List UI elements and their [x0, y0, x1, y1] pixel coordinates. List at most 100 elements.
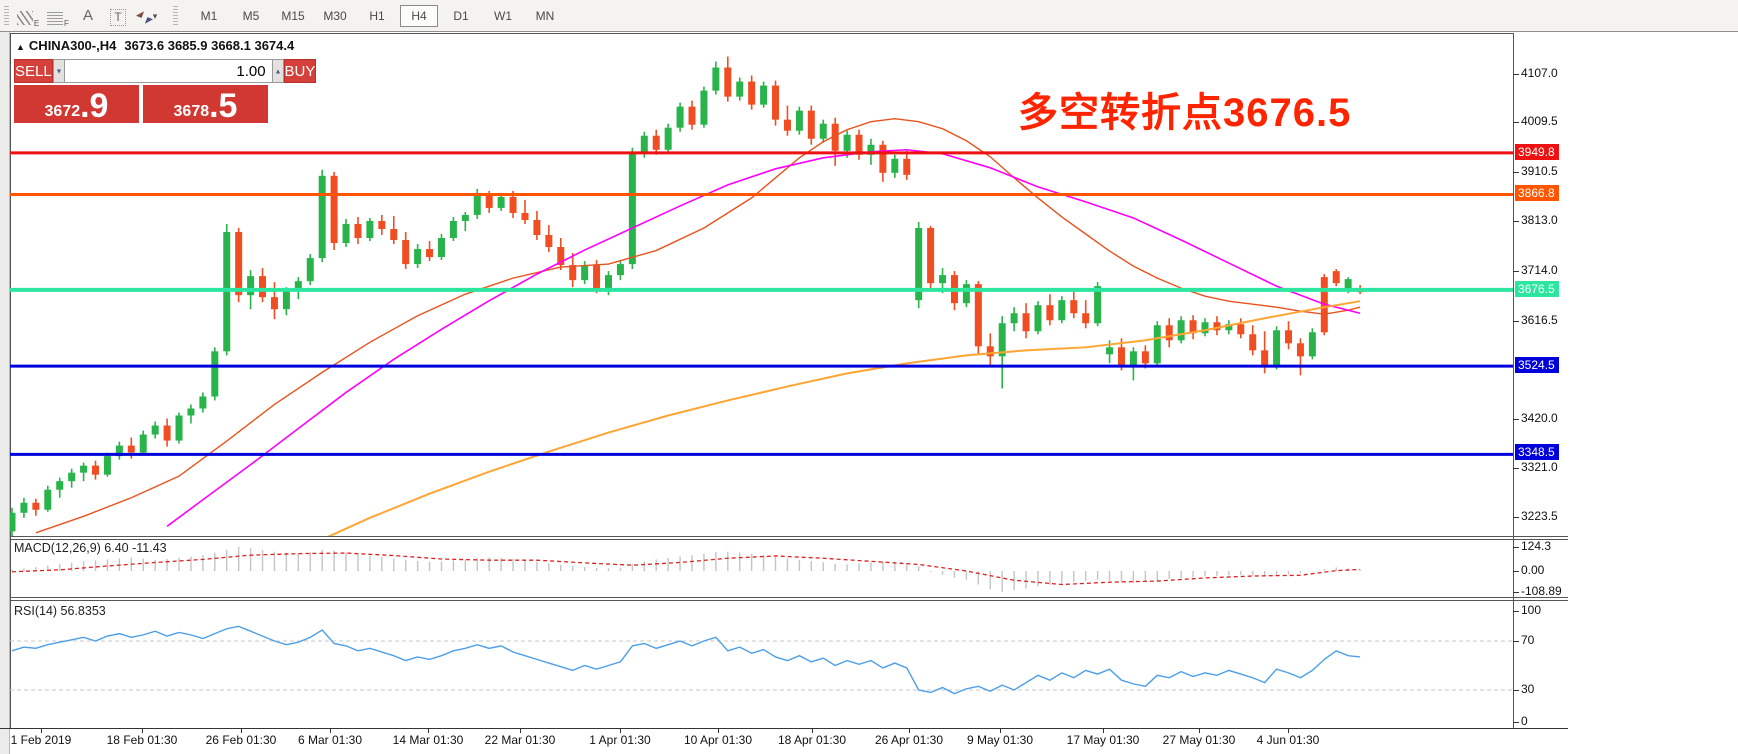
timeframe-button-m30[interactable]: M30: [323, 8, 347, 23]
toolbar-grip[interactable]: [4, 5, 9, 26]
candle-body: [1273, 330, 1281, 367]
price-axis-tick: 4009.5: [1521, 114, 1558, 128]
candle-body: [270, 297, 278, 310]
rsi-axis-tickmark: [1513, 722, 1519, 723]
candle-body: [282, 291, 290, 310]
panel-separator[interactable]: [10, 600, 1568, 601]
timeframe-button-m15[interactable]: M15: [281, 8, 305, 23]
candle-body: [939, 275, 947, 284]
buy-price-display[interactable]: 3678 .5: [143, 85, 268, 123]
candle-body: [497, 196, 505, 208]
candle-body: [581, 265, 589, 281]
price-axis-tickmark: [1513, 172, 1519, 173]
candle-body: [1165, 325, 1173, 341]
candle-body: [1201, 322, 1209, 334]
candle-body: [807, 110, 815, 139]
price-axis-tickmark: [1513, 122, 1519, 123]
panel-separator[interactable]: [10, 539, 1568, 540]
candle-body: [199, 396, 207, 409]
timeframe-button-d1[interactable]: D1: [453, 8, 469, 23]
chart-symbol-header: ▲ CHINA300-,H4 3673.6 3685.9 3668.1 3674.4: [16, 38, 294, 53]
buy-button[interactable]: BUY: [283, 59, 317, 83]
candle-body: [247, 276, 255, 296]
volume-increase-button[interactable]: ▲: [271, 59, 284, 83]
one-click-trade-panel: SELL ▼ ▲ BUY 3672 .9 3678 .5: [14, 59, 317, 123]
candle-body: [652, 135, 660, 150]
fibonacci-tool-icon[interactable]: F: [45, 4, 71, 28]
time-axis-label: 27 May 01:30: [1162, 733, 1236, 747]
rsi-axis-tickmark: [1513, 690, 1519, 691]
candle-body: [20, 502, 28, 513]
timeframe-button-m1[interactable]: M1: [200, 8, 218, 23]
time-axis-label: 14 Mar 01:30: [392, 733, 464, 747]
sell-button[interactable]: SELL: [14, 59, 53, 83]
volume-input[interactable]: [64, 59, 272, 83]
candle-body: [175, 415, 183, 441]
candle-body: [1034, 305, 1042, 332]
rsi-axis-tickmark: [1513, 641, 1519, 642]
text-box-tool-icon[interactable]: T: [105, 4, 131, 28]
price-axis-tick: 3813.0: [1521, 213, 1558, 227]
price-axis-tick: 3910.5: [1521, 164, 1558, 178]
candle-body: [342, 223, 350, 244]
toolbar-grip[interactable]: [173, 5, 178, 26]
top-toolbar: E F A T ▾ M1 M5 M15 M30 H1 H4 D1 W1 MN: [0, 0, 1738, 32]
candle-body: [1070, 300, 1078, 314]
panel-separator[interactable]: [10, 536, 1568, 537]
candle-body: [1296, 343, 1304, 357]
candle-body: [605, 275, 612, 289]
rsi-axis-tick: 70: [1521, 633, 1535, 647]
candle-body: [843, 134, 851, 151]
collapse-trade-panel-icon[interactable]: ▲: [16, 42, 25, 52]
text-label-tool-icon[interactable]: A: [82, 6, 93, 24]
arrows-tool-icon[interactable]: ▾: [135, 4, 161, 28]
ma-slow-line: [327, 300, 1361, 536]
price-axis-tickmark: [1513, 271, 1519, 272]
candle-body: [521, 212, 529, 220]
timeframe-button-m5[interactable]: M5: [242, 8, 260, 23]
candle-body: [962, 284, 970, 304]
candle-body: [426, 249, 434, 258]
buy-price-base: 3678: [173, 103, 210, 120]
timeframe-button-h1[interactable]: H1: [369, 8, 385, 23]
price-axis-tick: 3714.0: [1521, 263, 1558, 277]
panel-separator[interactable]: [10, 597, 1568, 598]
candle-body: [259, 276, 267, 298]
candle-body: [772, 85, 780, 120]
candle-body: [616, 264, 624, 276]
candle-body: [1189, 320, 1197, 334]
time-axis-tickmark: [620, 728, 621, 733]
sell-price-display[interactable]: 3672 .9: [14, 85, 139, 123]
price-axis-tick: 4107.0: [1521, 66, 1558, 80]
time-axis-tickmark: [330, 728, 331, 733]
rsi-axis-tick: 100: [1521, 603, 1542, 617]
candle-body: [139, 434, 147, 453]
macd-axis-tickmark: [1513, 592, 1519, 593]
candlestick-chart[interactable]: [10, 33, 1513, 728]
price-axis-separator: [1513, 33, 1514, 729]
candle-body: [1308, 332, 1316, 357]
equidistant-channel-tool-icon[interactable]: E: [15, 4, 41, 28]
candle-body: [461, 214, 469, 221]
candle-body: [354, 223, 362, 239]
candle-body: [736, 81, 744, 97]
timeframe-button-w1[interactable]: W1: [494, 8, 512, 23]
price-level-badge: 3866.8: [1515, 185, 1559, 201]
candle-body: [628, 152, 636, 265]
candle-body: [330, 175, 338, 244]
candle-body: [1094, 286, 1102, 324]
timeframe-button-h4[interactable]: H4: [400, 4, 438, 27]
timeframe-button-mn[interactable]: MN: [535, 8, 555, 23]
candle-body: [115, 445, 123, 457]
candle-body: [915, 227, 923, 301]
time-axis-label: 26 Apr 01:30: [874, 733, 944, 747]
price-level-badge: 3524.5: [1515, 357, 1559, 373]
ma-mid-line: [166, 148, 1361, 527]
candle-body: [688, 106, 696, 125]
price-level-badge: 3676.5: [1515, 281, 1559, 297]
rsi-axis-tick: 30: [1521, 682, 1535, 696]
volume-decrease-button[interactable]: ▼: [52, 59, 65, 83]
candle-body: [1106, 347, 1114, 355]
candle-body: [1129, 351, 1137, 366]
candle-body: [366, 220, 374, 239]
